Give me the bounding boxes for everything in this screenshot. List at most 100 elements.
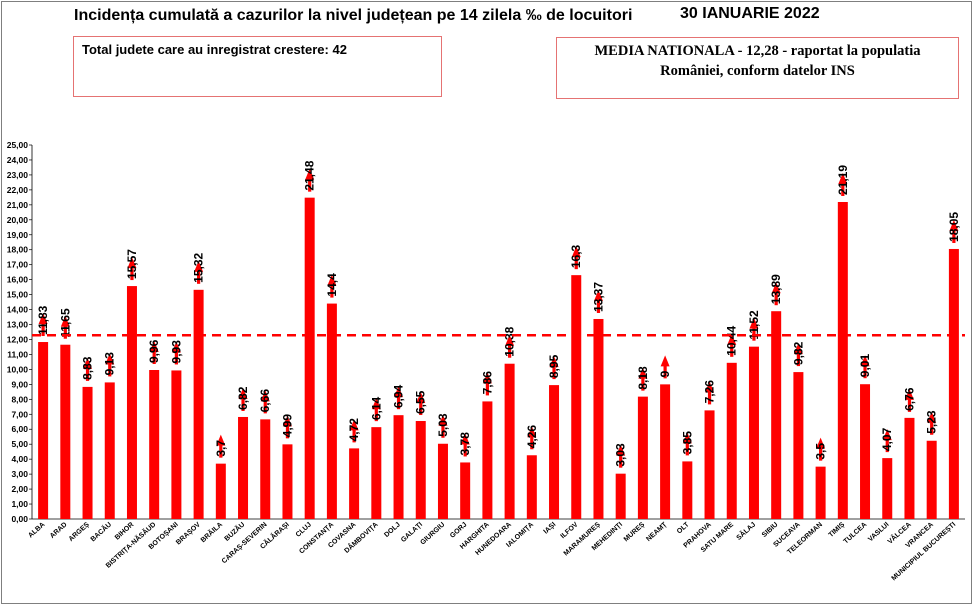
bar xyxy=(637,396,648,519)
trend-arrow-head xyxy=(327,274,337,286)
trend-arrow-shaft xyxy=(174,351,178,365)
trend-arrow-head xyxy=(505,334,515,346)
bar-value-label: 9,96 xyxy=(147,339,161,363)
y-tick-label: 2,00 xyxy=(11,484,28,494)
bar-value-label: 4,99 xyxy=(280,414,294,438)
trend-arrow-head xyxy=(860,355,870,367)
trend-arrow-head xyxy=(171,341,181,353)
y-tick-label: 20,00 xyxy=(7,215,29,225)
trend-arrow-shaft xyxy=(819,447,823,461)
bar xyxy=(726,362,737,519)
bar xyxy=(393,415,404,519)
bar xyxy=(415,421,426,519)
bar-value-label: 16,3 xyxy=(569,244,583,268)
y-tick-label: 23,00 xyxy=(7,170,29,180)
trend-arrow-shaft xyxy=(374,408,378,422)
trend-arrow-head xyxy=(904,388,914,400)
bar xyxy=(171,370,182,519)
trend-arrow-head xyxy=(83,357,93,369)
trend-arrow-shaft xyxy=(930,421,934,435)
trend-arrow-head xyxy=(593,289,603,301)
trend-arrow-shaft xyxy=(396,396,401,410)
bar-value-label: 3,85 xyxy=(680,431,694,455)
bar xyxy=(38,342,49,519)
category-label: IAȘI xyxy=(543,521,558,535)
bar xyxy=(326,303,337,519)
bar xyxy=(748,346,759,519)
bar xyxy=(460,462,471,519)
trend-arrow-shaft xyxy=(308,178,312,192)
trend-arrow-shaft xyxy=(419,402,423,416)
y-tick-label: 22,00 xyxy=(7,185,29,195)
trend-arrow-head xyxy=(60,315,70,327)
trend-arrow-shaft xyxy=(285,425,290,439)
trend-arrow-head xyxy=(127,257,137,269)
trend-arrow-shaft xyxy=(774,292,778,306)
trend-arrow-head xyxy=(194,260,204,272)
bar xyxy=(482,401,493,519)
bar-value-label: 9,82 xyxy=(791,341,805,365)
bar-value-label: 21,19 xyxy=(836,165,850,195)
trend-arrow-shaft xyxy=(441,424,445,438)
trend-arrow-head xyxy=(549,356,559,368)
trend-arrow-shaft xyxy=(108,363,112,377)
trend-arrow-head xyxy=(705,381,715,393)
y-tick-label: 10,00 xyxy=(7,364,29,374)
trend-arrow-head xyxy=(616,444,626,456)
trend-arrow-head xyxy=(816,437,826,449)
category-label: BRĂILA xyxy=(198,520,224,544)
trend-arrow-shaft xyxy=(952,229,956,243)
trend-arrow-head xyxy=(282,415,292,427)
category-label: TIMIȘ xyxy=(828,521,847,539)
y-tick-label: 19,00 xyxy=(7,230,29,240)
trend-arrow-head xyxy=(571,246,581,258)
category-label: ARAD xyxy=(49,521,69,540)
trend-arrow-shaft xyxy=(241,397,245,411)
bar xyxy=(793,372,804,519)
trend-arrow-shaft xyxy=(352,429,356,443)
trend-arrow-head xyxy=(416,392,426,404)
trend-arrow-head xyxy=(682,432,692,444)
bar-value-label: 3,5 xyxy=(814,443,828,460)
trend-arrow-head xyxy=(727,333,737,345)
category-label: SĂLAJ xyxy=(734,520,757,542)
bar-value-label: 6,55 xyxy=(414,390,428,414)
bar xyxy=(437,443,448,519)
trend-arrow-shaft xyxy=(596,299,601,313)
trend-arrow-head xyxy=(260,390,270,402)
bar xyxy=(126,286,137,519)
trend-arrow-shaft xyxy=(508,344,512,358)
bar-value-label: 9 xyxy=(658,370,672,377)
bar-value-label: 3,78 xyxy=(458,432,472,456)
bar-value-label: 9,93 xyxy=(169,340,183,364)
trend-arrow-head xyxy=(460,433,470,445)
y-tick-label: 15,00 xyxy=(7,290,29,300)
bar xyxy=(593,318,604,519)
trend-arrow-head xyxy=(638,367,648,379)
bar xyxy=(615,473,626,519)
bar-value-label: 7,86 xyxy=(480,371,494,395)
trend-arrow-shaft xyxy=(641,377,645,391)
bar-value-label: 4,26 xyxy=(525,425,539,449)
trend-arrow-shaft xyxy=(707,391,712,405)
growth-count-text: Total judete care au inregistrat crester… xyxy=(82,42,347,57)
trend-arrow-shaft xyxy=(841,182,845,196)
trend-arrow-shaft xyxy=(152,350,156,364)
chart-date: 30 IANUARIE 2022 xyxy=(680,5,820,22)
bar-value-label: 11,65 xyxy=(58,308,72,338)
category-label: TULCEA xyxy=(843,521,869,545)
bar-value-label: 6,14 xyxy=(369,396,383,420)
category-label: BACĂU xyxy=(88,520,113,544)
bar-value-label: 11,52 xyxy=(747,310,761,340)
chart-title: Incidența cumulată a cazurilor la nivel … xyxy=(74,7,633,24)
trend-arrow-shaft xyxy=(574,256,578,270)
trend-arrow-head xyxy=(371,398,381,410)
y-tick-label: 0,00 xyxy=(11,514,28,524)
trend-arrow-shaft xyxy=(552,366,556,380)
bar-value-label: 6,76 xyxy=(902,387,916,411)
trend-arrow-shaft xyxy=(485,382,489,396)
trend-arrow-shaft xyxy=(663,365,667,379)
y-tick-label: 18,00 xyxy=(7,245,29,255)
y-tick-label: 25,00 xyxy=(7,140,29,150)
trend-arrow-shaft xyxy=(85,367,90,381)
